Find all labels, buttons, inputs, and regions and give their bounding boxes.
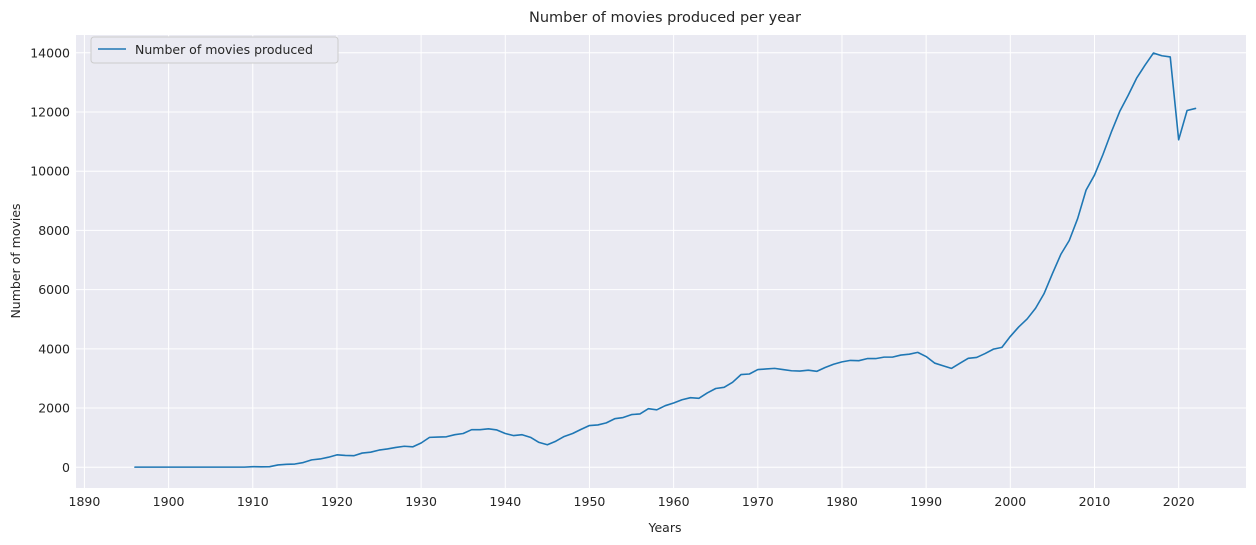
y-tick-label: 2000 <box>38 401 70 416</box>
y-tick-label: 12000 <box>30 104 70 119</box>
x-tick-label: 1890 <box>69 494 101 509</box>
x-tick-label: 2020 <box>1163 494 1195 509</box>
x-tick-label: 1900 <box>153 494 185 509</box>
x-tick-labels: 1890 1900 1910 1920 1930 1940 1950 1960 1970 1980… <box>69 494 1195 509</box>
legend-box <box>90 36 339 64</box>
y-tick-label: 4000 <box>38 341 70 356</box>
y-tick-label: 8000 <box>38 223 70 238</box>
x-tick-label: 1930 <box>405 494 437 509</box>
series-lines <box>134 52 1197 468</box>
series-line <box>134 52 1197 468</box>
y-axis-label: Number of movies <box>8 203 23 318</box>
grid-lines <box>76 35 1246 488</box>
y-tick-label: 6000 <box>38 282 70 297</box>
x-tick-label: 1980 <box>826 494 858 509</box>
x-axis-label: Years <box>648 520 682 535</box>
x-tick-label: 1990 <box>910 494 942 509</box>
chart-title: Number of movies produced per year <box>529 10 801 26</box>
legend: Number of movies produced <box>90 36 339 64</box>
legend-label: Number of movies produced <box>135 42 313 57</box>
y-tick-label: 0 <box>62 460 70 475</box>
x-tick-label: 1960 <box>658 494 690 509</box>
y-tick-label: 14000 <box>30 45 70 60</box>
y-tick-labels: 0 2000 4000 6000 8000 10000 12000 14000 <box>30 45 70 475</box>
x-tick-label: 1950 <box>574 494 606 509</box>
x-tick-label: 2000 <box>994 494 1026 509</box>
y-tick-label: 10000 <box>30 164 70 179</box>
x-tick-label: 1910 <box>237 494 269 509</box>
plot-background <box>76 35 1246 488</box>
x-tick-label: 2010 <box>1079 494 1111 509</box>
x-tick-label: 1970 <box>742 494 774 509</box>
x-tick-label: 1920 <box>321 494 353 509</box>
x-tick-label: 1940 <box>489 494 521 509</box>
